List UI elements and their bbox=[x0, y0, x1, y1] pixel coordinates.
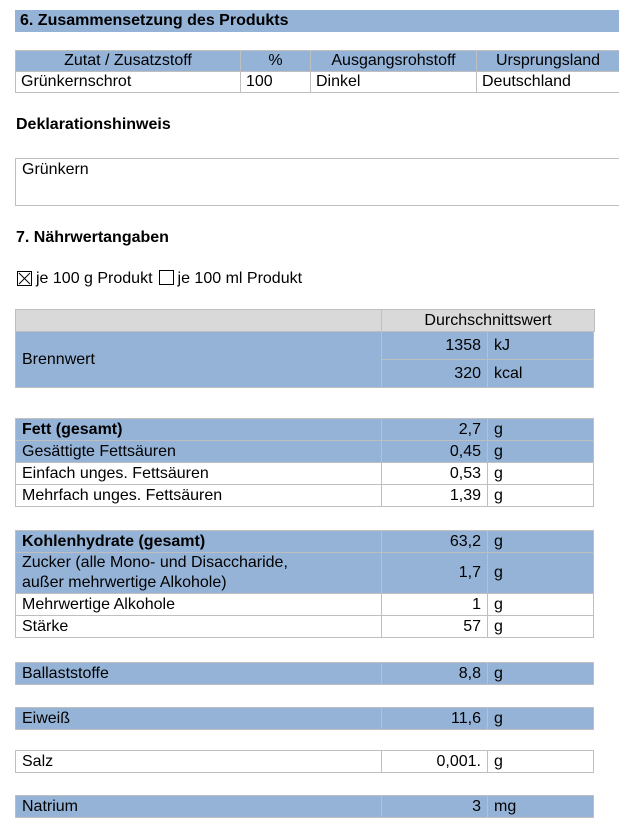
cell: 100 bbox=[240, 71, 311, 93]
nutrient-label: Gesättigte Fettsäuren bbox=[15, 440, 382, 463]
header-cell: % bbox=[240, 50, 311, 72]
unit: g bbox=[487, 530, 594, 553]
header-cell: Ursprungsland bbox=[476, 50, 619, 72]
value: 63,2 bbox=[381, 530, 488, 553]
nutrient-row: Gesättigte Fettsäuren 0,45 g bbox=[15, 440, 596, 463]
energy-block: Brennwert 1358 kJ 320 kcal bbox=[15, 331, 596, 388]
nutrient-row: Kohlenhydrate (gesamt) 63,2 g bbox=[15, 530, 596, 553]
nutrient-group: Ballaststoffe 8,8 g bbox=[15, 662, 596, 685]
unit: g bbox=[487, 440, 594, 463]
value: 1,7 bbox=[381, 552, 488, 594]
nutrient-row: Zucker (alle Mono- und Disaccharide, auß… bbox=[15, 552, 596, 594]
nutrient-group: Fett (gesamt) 2,7 g Gesättigte Fettsäuren 0,… bbox=[15, 418, 596, 507]
nutrient-group: Salz 0,001. g bbox=[15, 750, 596, 773]
value: 1,39 bbox=[381, 484, 488, 507]
unit: g bbox=[487, 418, 594, 441]
nutrient-row: Salz 0,001. g bbox=[15, 750, 596, 773]
nutrient-label: Natrium bbox=[15, 795, 382, 818]
checkbox bbox=[158, 270, 174, 285]
energy-row: 320 kcal bbox=[381, 359, 594, 388]
header-cell: Zutat / Zusatzstoff bbox=[15, 50, 241, 72]
nutrient-group: Kohlenhydrate (gesamt) 63,2 g Zucker (alle … bbox=[15, 530, 596, 638]
options: je 100 g Produkt je 100 ml Produkt bbox=[17, 270, 308, 288]
energy-row: 1358 kJ bbox=[381, 331, 594, 360]
nutrient-row: Mehrwertige Alkohole 1 g bbox=[15, 593, 596, 616]
nutrient-label: Eiweiß bbox=[15, 707, 382, 730]
nutrient-label: Einfach unges. Fettsäuren bbox=[15, 462, 382, 485]
nutrient-label: Fett (gesamt) bbox=[15, 418, 382, 441]
nutrient-label: Ballaststoffe bbox=[15, 662, 382, 685]
unit: g bbox=[487, 662, 594, 685]
value: 8,8 bbox=[381, 662, 488, 685]
value: 2,7 bbox=[381, 418, 488, 441]
nutrient-group: Natrium 3 mg bbox=[15, 795, 596, 818]
checkbox bbox=[17, 271, 32, 286]
value: 11,6 bbox=[381, 707, 488, 730]
option: je 100 g Produkt bbox=[17, 270, 153, 287]
unit: g bbox=[487, 593, 594, 616]
declaration-text: Grünkern bbox=[22, 161, 89, 178]
energy-values: 1358 kJ 320 kcal bbox=[381, 331, 594, 388]
nutrient-label: Mehrwertige Alkohole bbox=[15, 593, 382, 616]
nutrient-row: Eiweiß 11,6 g bbox=[15, 707, 596, 730]
nutrient-label: Kohlenhydrate (gesamt) bbox=[15, 530, 382, 553]
nutrition-table: Durchschnittswert Brennwert 1358 kJ 320 kcal bbox=[15, 309, 596, 388]
declaration-box: Grünkern bbox=[15, 158, 619, 206]
header-row: Zutat / Zusatzstoff% Ausgangsrohstoff Ursp… bbox=[15, 50, 619, 72]
option: je 100 ml Produkt bbox=[158, 270, 303, 287]
nutrient-group: Eiweiß 11,6 g bbox=[15, 707, 596, 730]
unit: g bbox=[487, 552, 594, 594]
unit: mg bbox=[487, 795, 594, 818]
row: Grünkernschrot 100 Dinkel Deutschland bbox=[15, 71, 619, 93]
value: 1358 bbox=[381, 331, 488, 360]
value: 3 bbox=[381, 795, 488, 818]
nutrient-row: Fett (gesamt) 2,7 g bbox=[15, 418, 596, 441]
cell: Dinkel bbox=[310, 71, 477, 93]
nutrient-row: Mehrfach unges. Fettsäuren 1,39 g bbox=[15, 484, 596, 507]
value: 0,53 bbox=[381, 462, 488, 485]
cell bbox=[15, 309, 382, 332]
header-cell: Ausgangsrohstoff bbox=[310, 50, 477, 72]
nutrient-label: Stärke bbox=[15, 615, 382, 638]
option-label: je 100 g Produkt bbox=[36, 270, 153, 287]
header-row: Durchschnittswert bbox=[15, 309, 596, 332]
unit: kcal bbox=[487, 359, 594, 388]
unit: kJ bbox=[487, 331, 594, 360]
nutrient-label: Zucker (alle Mono- und Disaccharide, auß… bbox=[15, 552, 382, 594]
value: 0,45 bbox=[381, 440, 488, 463]
section-title: 6. Zusammensetzung des Produkts bbox=[15, 10, 619, 32]
section-title: 7. Nährwertangaben bbox=[16, 229, 169, 246]
value: 320 bbox=[381, 359, 488, 388]
unit: g bbox=[487, 750, 594, 773]
nutrient-label: Salz bbox=[15, 750, 382, 773]
composition-table: Zutat / Zusatzstoff% Ausgangsrohstoff Ursp… bbox=[15, 50, 619, 93]
nutrient-label: Mehrfach unges. Fettsäuren bbox=[15, 484, 382, 507]
energy-label: Brennwert bbox=[15, 331, 382, 388]
unit: g bbox=[487, 462, 594, 485]
option-label: je 100 ml Produkt bbox=[177, 270, 303, 287]
cell: Grünkernschrot bbox=[15, 71, 241, 93]
unit: g bbox=[487, 484, 594, 507]
unit: g bbox=[487, 615, 594, 638]
cell: Deutschland bbox=[476, 71, 619, 93]
nutrient-row: Ballaststoffe 8,8 g bbox=[15, 662, 596, 685]
value: 0,001. bbox=[381, 750, 488, 773]
value: 1 bbox=[381, 593, 488, 616]
nutrient-row: Einfach unges. Fettsäuren 0,53 g bbox=[15, 462, 596, 485]
unit: g bbox=[487, 707, 594, 730]
check-mark bbox=[18, 272, 31, 285]
value: 57 bbox=[381, 615, 488, 638]
header-cell: Durchschnittswert bbox=[381, 309, 595, 332]
nutrient-row: Natrium 3 mg bbox=[15, 795, 596, 818]
nutrient-row: Stärke 57 g bbox=[15, 615, 596, 638]
declaration-title: Deklarationshinweis bbox=[16, 116, 171, 133]
